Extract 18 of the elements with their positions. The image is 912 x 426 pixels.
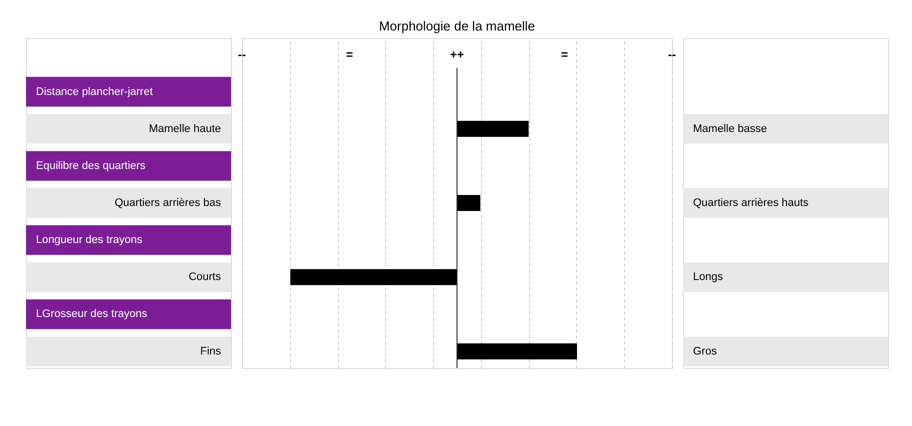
annotation: =	[346, 48, 354, 62]
text: --	[668, 48, 676, 62]
y-tick-label: Longueur des trayons	[36, 234, 143, 246]
chart-title: Morphologie de la mamelle	[378, 18, 536, 34]
y-tick-label: Equilibre des quartiers	[36, 160, 146, 172]
text: Mamelle basse	[693, 122, 767, 135]
text: Longs	[693, 271, 724, 284]
text: Quartiers arrières hauts	[693, 197, 810, 209]
text: Courts	[188, 271, 222, 284]
text: Quartiers arrières bas	[114, 197, 222, 209]
annotation: ++	[450, 48, 464, 62]
y-tick-label: Distance plancher-jarret	[36, 86, 153, 98]
annotation: =	[560, 48, 568, 62]
text: Gros	[693, 345, 718, 358]
text: Fins	[200, 345, 222, 358]
text: Mamelle haute	[148, 122, 221, 135]
y-tick-label: LGrosseur des trayons	[36, 308, 148, 320]
text: --	[238, 48, 246, 62]
